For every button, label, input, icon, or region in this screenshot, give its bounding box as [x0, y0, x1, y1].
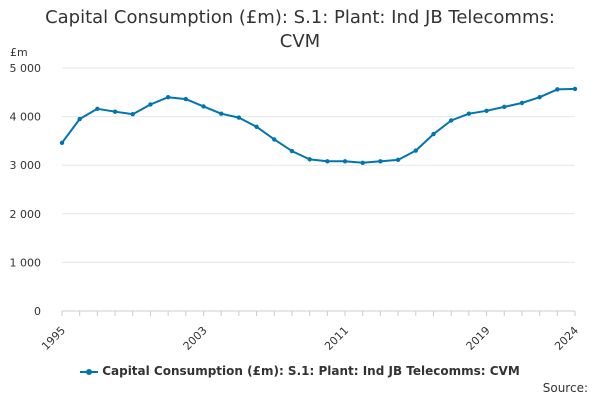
legend-marker-icon: [86, 368, 93, 375]
data-point: [183, 96, 189, 102]
gridlines: [62, 67, 575, 312]
data-point: [59, 140, 65, 146]
data-point: [572, 86, 578, 92]
axes: 0 1 000 2 000 3 000 4 000 5 000 £m 1995 2003 2011…: [10, 46, 582, 353]
series-layer: [59, 86, 578, 165]
data-point: [448, 118, 454, 123]
data-point: [431, 131, 436, 137]
data-point: [537, 94, 542, 100]
data-point: [219, 111, 224, 116]
y-axis-label: £m: [10, 46, 28, 59]
x-tick-label: 2019: [464, 324, 493, 353]
data-point: [342, 159, 348, 164]
y-tick-label: 4 000: [10, 111, 42, 124]
data-point: [555, 87, 560, 92]
chart-title-line-2: CVM: [279, 31, 321, 52]
legend-label: Capital Consumption (£m): S.1: Plant: In…: [102, 364, 520, 378]
series-line: [61, 87, 576, 164]
x-tick-label: 2011: [322, 324, 351, 353]
data-point: [325, 159, 330, 164]
data-point: [148, 102, 153, 107]
data-point: [502, 104, 507, 110]
data-point: [77, 116, 82, 122]
chart-title: Capital Consumption (£m): S.1: Plant: In…: [0, 6, 600, 54]
legend[interactable]: Capital Consumption (£m): S.1: Plant: In…: [0, 364, 600, 378]
x-tick-label: 2003: [181, 324, 210, 353]
data-point: [378, 159, 383, 164]
legend-swatch: [80, 368, 99, 375]
data-point: [201, 104, 206, 109]
data-point: [112, 109, 118, 114]
data-point: [165, 94, 171, 100]
x-tick-label: 1995: [39, 324, 68, 353]
data-point: [236, 115, 242, 120]
data-point: [395, 157, 401, 163]
y-tick-label: 3 000: [10, 159, 42, 172]
data-point: [484, 108, 489, 113]
data-point: [254, 124, 259, 130]
y-tick-label: 0: [34, 305, 41, 318]
source-label: Source:: [542, 381, 588, 395]
data-point: [466, 111, 472, 116]
x-tick-label: 2024: [552, 324, 581, 353]
y-tick-label: 1 000: [10, 256, 42, 269]
data-point: [360, 160, 365, 165]
y-tick-label: 5 000: [10, 62, 42, 75]
data-point: [413, 148, 418, 153]
chart-title-line-1: Capital Consumption (£m): S.1: Plant: In…: [45, 7, 555, 28]
data-point: [95, 106, 100, 112]
data-point: [307, 157, 312, 162]
data-point: [519, 100, 525, 106]
data-point: [130, 111, 135, 117]
y-tick-label: 2 000: [10, 208, 42, 221]
data-point: [272, 137, 277, 142]
data-point: [289, 148, 295, 154]
